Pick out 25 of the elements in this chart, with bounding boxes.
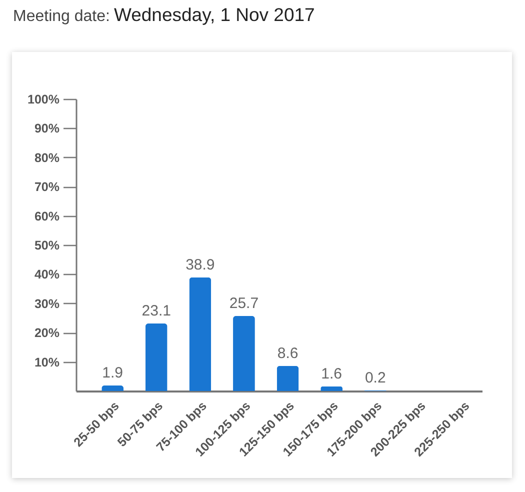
y-tick-label: 70%	[34, 180, 60, 194]
y-tick-label: 50%	[34, 238, 60, 252]
y-tick-label: 40%	[34, 268, 60, 282]
y-tick-label: 10%	[34, 355, 60, 370]
bar	[189, 277, 212, 391]
data-label: 23.1	[142, 302, 171, 320]
bar	[276, 366, 299, 391]
y-tick-label: 60%	[34, 209, 60, 224]
data-label: 25.7	[229, 294, 259, 312]
y-tick-label: 30%	[34, 296, 60, 311]
data-label: 1.9	[102, 364, 124, 382]
data-label: 1.6	[321, 365, 342, 382]
y-tick-label: 20%	[34, 326, 60, 340]
y-tick-label: 90%	[34, 122, 60, 136]
y-tick-label: 100%	[28, 92, 60, 106]
bar	[320, 386, 343, 391]
bar	[102, 385, 124, 391]
data-label: 0.2	[364, 369, 386, 386]
data-label: 8.6	[277, 344, 298, 362]
data-label: 38.9	[186, 256, 215, 274]
bar	[233, 316, 255, 391]
chart-subtitle: Wednesday, 1 Nov 2017	[114, 4, 315, 25]
y-tick-label: 80%	[34, 150, 60, 165]
chart-title: Meeting date:	[13, 8, 110, 25]
bar	[145, 324, 168, 391]
